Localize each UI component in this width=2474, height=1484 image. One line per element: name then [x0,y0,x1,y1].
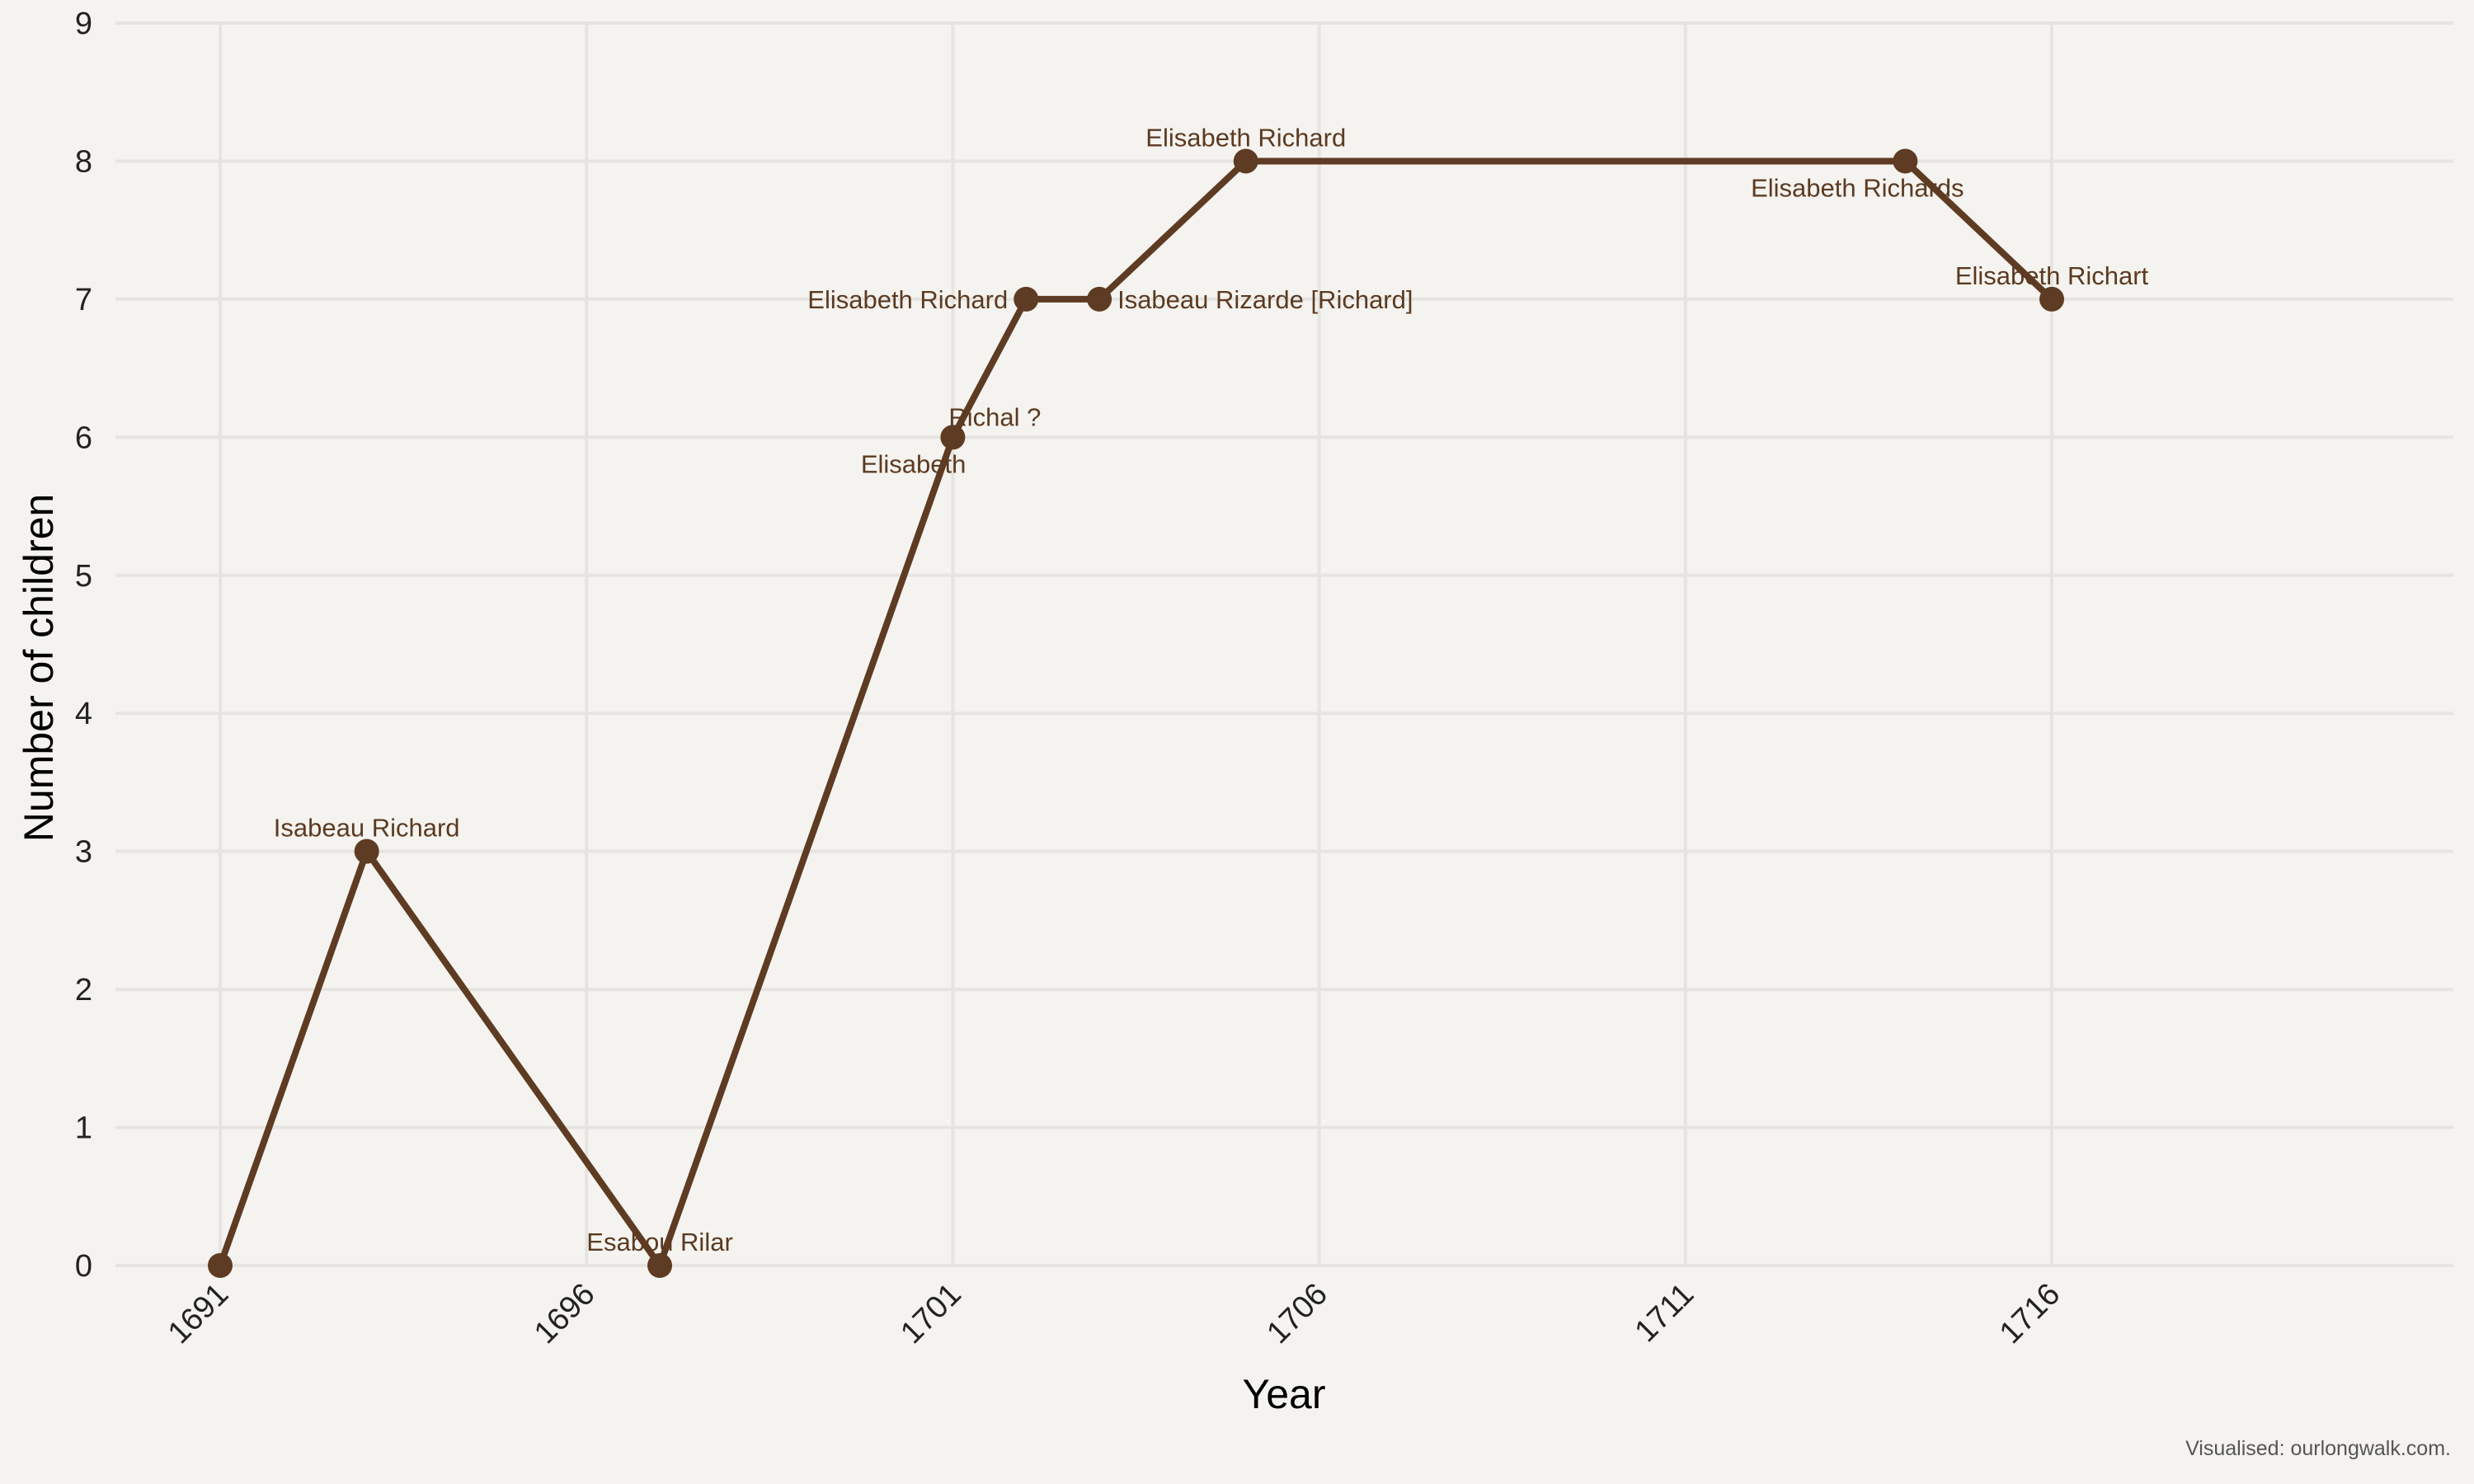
y-tick-label: 4 [75,697,92,731]
data-point [354,838,379,864]
point-label: Isabeau Richard [274,814,460,843]
x-tick-label: 1706 [1260,1277,1333,1350]
y-tick-label: 3 [75,835,92,870]
point-label: Richal ? [948,402,1041,431]
point-label: Elisabeth Richart [1955,261,2149,290]
data-point [1893,148,1918,174]
point-label: Elisabeth [861,449,967,478]
y-tick-label: 9 [75,7,92,41]
y-tick-label: 0 [75,1249,92,1284]
x-tick-label: 1696 [528,1277,601,1350]
y-axis-title: Number of children [16,494,62,842]
points-layer [208,148,2064,1278]
data-point [208,1253,233,1278]
ticks-layer: 0 1 2 3 4 5 6 7 8 9 1691 1696 1701 1706 1711 1716 [75,7,2067,1350]
point-label: Elisabeth Richard [1145,123,1346,152]
x-tick-label: 1701 [894,1277,967,1350]
y-tick-label: 7 [75,283,92,317]
point-label: Elisabeth Richard [807,285,1008,314]
y-tick-label: 8 [75,144,92,179]
y-tick-label: 2 [75,973,92,1007]
y-tick-label: 6 [75,420,92,455]
labels-layer: Isabeau Richard Esabou Rilar Richal ? Elisa… [274,123,2149,1256]
source-caption: Visualised: ourlongwalk.com. [2185,1437,2451,1460]
y-tick-label: 1 [75,1111,92,1146]
data-point [647,1253,673,1278]
x-tick-label: 1691 [162,1277,235,1350]
point-label: Isabeau Rizarde [Richard] [1117,285,1413,314]
data-point [1233,148,1258,174]
x-tick-label: 1716 [1993,1277,2067,1350]
data-point [940,425,966,450]
x-axis-title: Year [1242,1371,1325,1417]
data-point [1014,286,1039,312]
grid-layer [115,21,2453,1267]
x-tick-label: 1711 [1629,1277,1700,1349]
data-point [1087,286,1112,312]
data-point [2039,286,2064,312]
y-tick-label: 5 [75,559,92,594]
point-label: Elisabeth Richards [1751,173,1964,202]
point-label: Esabou Rilar [586,1228,732,1256]
